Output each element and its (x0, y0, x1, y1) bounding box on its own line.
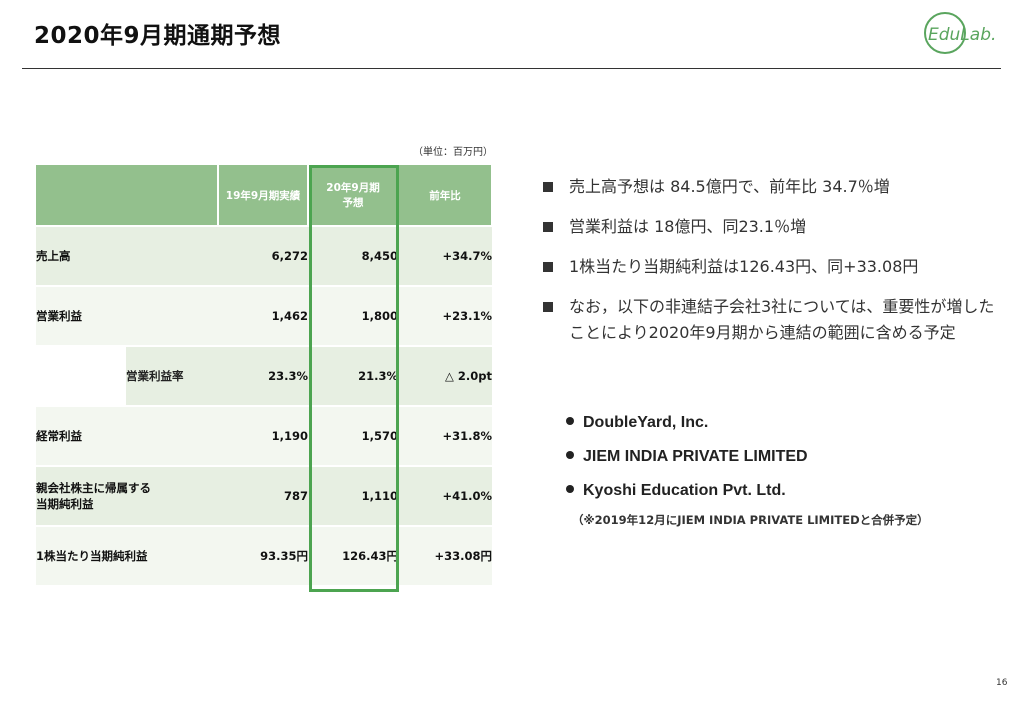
row-forecast-value: 21.3% (308, 345, 398, 406)
company-item: DoubleYard, Inc. (566, 406, 808, 440)
row-label: 経常利益 (36, 405, 218, 466)
forecast-table: 19年9月期実績 20年9月期 予想 前年比 売上高 6,272 8,450 +3… (36, 165, 493, 585)
header-yoy: 前年比 (398, 165, 493, 226)
square-bullet-icon (543, 262, 553, 272)
square-bullet-icon (543, 182, 553, 192)
row-label: 営業利益率 (126, 345, 218, 406)
row-forecast-value: 8,450 (308, 225, 398, 286)
row-prev-value: 1,190 (218, 405, 308, 466)
table-row: 営業利益率 23.3% 21.3% △ 2.0pt (36, 345, 492, 406)
row-prev-value: 1,462 (218, 285, 308, 346)
row-prev-value: 23.3% (218, 345, 308, 406)
logo-text: EduLab. (928, 25, 996, 45)
bullet-list: 売上高予想は 84.5億円で、前年比 34.7％増 営業利益は 18億円、同23… (543, 174, 1003, 360)
edulab-logo: EduLab. (922, 10, 1004, 56)
row-label: 売上高 (36, 225, 218, 286)
row-prev-value: 6,272 (218, 225, 308, 286)
company-item: Kyoshi Education Pvt. Ltd. (566, 474, 808, 508)
square-bullet-icon (543, 222, 553, 232)
header-forecast-line2: 予想 (342, 197, 364, 209)
row-label-line1: 親会社株主に帰属する (36, 481, 151, 495)
square-bullet-icon (543, 302, 553, 312)
row-forecast-value: 126.43円 (308, 525, 398, 585)
bullet-text: 売上高予想は 84.5億円で、前年比 34.7％増 (569, 177, 890, 196)
header-forecast: 20年9月期 予想 (308, 165, 399, 226)
row-yoy-value: △ 2.0pt (398, 345, 492, 406)
company-item: JIEM INDIA PRIVATE LIMITED (566, 440, 808, 474)
header-blank (36, 165, 219, 226)
dot-bullet-icon (566, 450, 574, 459)
bullet-item: なお，以下の非連結子会社3社については、重要性が増したことにより2020年9月期… (543, 294, 1003, 346)
table-row: 1株当たり当期純利益 93.35円 126.43円 +33.08円 (36, 525, 492, 585)
bullet-text: 営業利益は 18億円、同23.1％増 (569, 217, 807, 236)
page-number: 16 (996, 678, 1008, 688)
row-prev-value: 787 (218, 465, 308, 526)
table-row: 親会社株主に帰属する 当期純利益 787 1,110 +41.0% (36, 465, 492, 526)
dot-bullet-icon (566, 484, 574, 493)
row-label: 営業利益 (36, 285, 218, 346)
company-name: Kyoshi Education Pvt. Ltd. (583, 482, 786, 499)
page-title: 2020年9月期通期予想 (34, 23, 282, 49)
table-row: 営業利益 1,462 1,800 +23.1% (36, 285, 492, 346)
bullet-text: なお，以下の非連結子会社3社については、重要性が増したことにより2020年9月期… (569, 297, 995, 342)
row-indent-blank (36, 345, 126, 406)
bullet-text: 1株当たり当期純利益は126.43円、同+33.08円 (569, 257, 919, 276)
row-forecast-value: 1,110 (308, 465, 398, 526)
company-name: DoubleYard, Inc. (583, 414, 709, 431)
merger-note: （※2019年12月にJIEM INDIA PRIVATE LIMITEDと合併… (572, 513, 929, 527)
header-prev-actual: 19年9月期実績 (218, 165, 309, 226)
title-divider (22, 68, 1001, 69)
row-label: 親会社株主に帰属する 当期純利益 (36, 465, 218, 526)
bullet-item: 売上高予想は 84.5億円で、前年比 34.7％増 (543, 174, 1003, 200)
row-forecast-value: 1,570 (308, 405, 398, 466)
row-label-line2: 当期純利益 (36, 497, 94, 511)
company-list: DoubleYard, Inc. JIEM INDIA PRIVATE LIMI… (566, 406, 808, 508)
row-forecast-value: 1,800 (308, 285, 398, 346)
bullet-item: 営業利益は 18億円、同23.1％増 (543, 214, 1003, 240)
row-yoy-value: +34.7% (398, 225, 492, 286)
row-yoy-value: +33.08円 (398, 525, 492, 585)
table-row: 経常利益 1,190 1,570 +31.8% (36, 405, 492, 466)
row-yoy-value: +41.0% (398, 465, 492, 526)
company-name: JIEM INDIA PRIVATE LIMITED (583, 448, 808, 465)
row-label: 1株当たり当期純利益 (36, 525, 218, 585)
bullet-item: 1株当たり当期純利益は126.43円、同+33.08円 (543, 254, 1003, 280)
row-yoy-value: +31.8% (398, 405, 492, 466)
dot-bullet-icon (566, 416, 574, 425)
row-prev-value: 93.35円 (218, 525, 308, 585)
table-row: 売上高 6,272 8,450 +34.7% (36, 225, 492, 286)
header-forecast-line1: 20年9月期 (326, 182, 380, 194)
unit-note: （単位：百万円） (413, 147, 493, 158)
table-header-row: 19年9月期実績 20年9月期 予想 前年比 (36, 165, 493, 226)
row-yoy-value: +23.1% (398, 285, 492, 346)
